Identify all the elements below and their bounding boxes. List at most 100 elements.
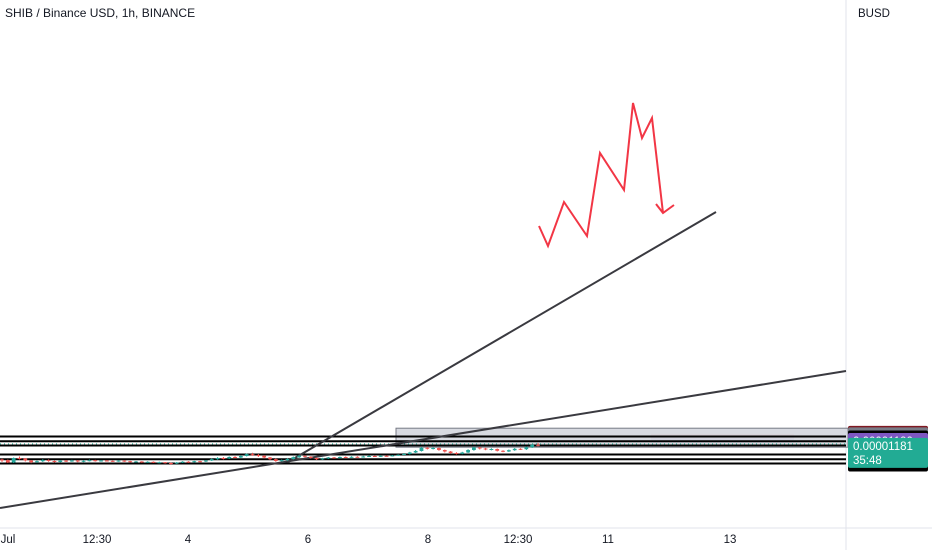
candle-body (413, 451, 418, 453)
candle-body (215, 458, 220, 460)
candle-body (5, 460, 10, 463)
candle-body (268, 457, 272, 460)
candle-body (93, 460, 98, 462)
candle-body (35, 461, 39, 463)
candle-body (273, 459, 278, 461)
candle-body (81, 460, 86, 462)
candle-body (320, 458, 325, 460)
candle-body (378, 455, 383, 457)
candle-body (151, 461, 156, 463)
candle-body (343, 457, 348, 458)
candle-body (448, 451, 453, 453)
candle-body (314, 458, 319, 460)
candle-body (454, 453, 459, 454)
candle-body (349, 456, 354, 458)
candle-body (104, 460, 109, 462)
projection-line (538, 102, 664, 249)
candle-body (262, 455, 267, 458)
x-tick-label: 6 (305, 534, 311, 546)
projection-path (538, 102, 675, 249)
candle-body (58, 460, 63, 462)
candle-body (87, 460, 92, 462)
candle-body (157, 462, 162, 464)
candle-body (396, 454, 401, 456)
candle-body (407, 452, 412, 454)
candle-body (536, 444, 540, 446)
candle-body (209, 459, 214, 461)
candle-body (472, 447, 476, 450)
candle-body (530, 444, 535, 448)
candle-body (139, 461, 144, 463)
candle-body (29, 460, 34, 463)
trend-lines (0, 211, 847, 509)
candle-body (99, 460, 103, 462)
candle-body (495, 449, 500, 451)
candle-body (40, 460, 45, 462)
x-tick-label: 13 (724, 534, 737, 546)
projection-arrowhead (655, 203, 675, 215)
candle-body (64, 460, 68, 462)
candle-body (256, 455, 261, 456)
candle-body (489, 449, 494, 450)
candle-body (279, 460, 284, 462)
candle-body (110, 460, 115, 462)
candle-body (419, 447, 424, 451)
candle-body (460, 452, 465, 454)
x-tick-label: 11 (602, 534, 614, 546)
short-trend-line (287, 211, 717, 463)
candle-body (221, 458, 226, 459)
candle-body (192, 461, 197, 463)
candle-body (367, 456, 371, 457)
candle-body (238, 456, 243, 458)
chart-title: SHIB / Binance USD, 1h, BINANCE (5, 6, 196, 20)
candle-body (355, 456, 360, 458)
time-axis[interactable]: Jul 12:30 4 6 8 12:30 11 13 (1, 534, 737, 546)
candle-body (308, 456, 313, 458)
candle-body (518, 448, 523, 450)
candle-body (466, 450, 470, 453)
candle-body (244, 454, 249, 456)
candle-body (303, 455, 307, 457)
candle-body (204, 460, 208, 462)
x-tick-label: 12:30 (83, 534, 112, 546)
candle-body (372, 456, 377, 457)
candle-body (169, 463, 173, 464)
candle-body (477, 447, 482, 449)
candle-body (297, 455, 302, 458)
candle-body (384, 455, 389, 457)
currency-label: BUSD (858, 8, 890, 20)
candle-body (291, 457, 296, 459)
x-tick-label: Jul (1, 534, 16, 546)
price-tags: 0.000012810.000012560.000012550.00001208… (848, 425, 928, 472)
candle-body (180, 461, 185, 463)
candle-body (524, 447, 529, 450)
candle-body (134, 461, 138, 463)
candle-body (338, 457, 342, 458)
x-tick-label: 12:30 (504, 534, 533, 546)
candle-body (233, 457, 237, 458)
candle-body (23, 458, 28, 461)
candle-body (402, 454, 406, 455)
candle-body (198, 461, 202, 463)
candle-body (0, 459, 4, 461)
candle-body (17, 458, 22, 459)
candle-body (227, 457, 232, 459)
candle-body (128, 461, 133, 463)
candle-body (285, 459, 290, 461)
candles (0, 443, 540, 465)
candle-body (75, 460, 80, 462)
candle-body (431, 448, 436, 449)
candle-body (145, 461, 150, 463)
candle-body (326, 457, 331, 459)
countdown-label: 35:48 (853, 455, 882, 467)
candle-body (116, 460, 121, 462)
current-price-tag: 0.00001181 (853, 441, 913, 453)
candle-body (483, 448, 488, 450)
long-trend-line (0, 370, 847, 509)
candle-body (46, 460, 51, 461)
candle-body (390, 455, 395, 457)
candle-body (163, 462, 168, 464)
candle-body (332, 457, 336, 459)
candle-body (361, 456, 366, 458)
